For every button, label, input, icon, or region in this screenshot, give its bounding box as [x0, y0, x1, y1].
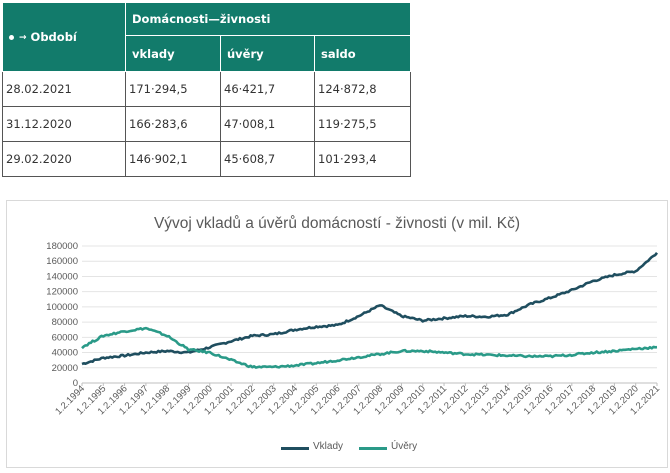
y-tick-label: 80000: [52, 317, 78, 328]
arrow-icon: →: [19, 32, 27, 43]
legend-label-uvery: Úvěry: [391, 441, 418, 452]
period-header-label: Období: [30, 30, 77, 44]
y-tick-label: 60000: [52, 332, 78, 343]
cell-date: 29.02.2020: [2, 141, 126, 177]
series-line-uvery: [81, 326, 658, 369]
cell-saldo: 101·293,4: [313, 141, 412, 177]
cell-saldo: 124·872,8: [313, 71, 412, 107]
y-tick-label: 20000: [52, 363, 78, 374]
legend-swatch-uvery: [359, 447, 387, 450]
table-row: 28.02.2021 171·294,5 46·421,7 124·872,8: [2, 71, 412, 107]
series-line-vklady: [81, 251, 659, 366]
y-tick-label: 40000: [52, 348, 78, 359]
cell-saldo: 119·275,5: [313, 106, 412, 142]
data-table: → Období Domácnosti—živnosti vklady úvěry…: [2, 2, 412, 177]
y-tick-label: 180000: [46, 241, 78, 252]
col-header-saldo: saldo: [313, 35, 412, 72]
chart-title: Vývoj vkladů a úvěrů domácností - živnos…: [153, 215, 521, 232]
cell-uvery: 47·008,1: [220, 106, 315, 142]
cell-vklady: 171·294,5: [125, 71, 221, 107]
cell-uvery: 46·421,7: [220, 71, 315, 107]
legend-label-vklady: Vklady: [313, 441, 344, 452]
cell-vklady: 166·283,6: [125, 106, 221, 142]
y-tick-label: 120000: [46, 287, 78, 298]
cell-date: 28.02.2021: [2, 71, 126, 107]
y-tick-label: 160000: [46, 256, 78, 267]
col-header-uvery: úvěry: [220, 35, 315, 72]
y-tick-label: 100000: [46, 302, 78, 313]
table-row: 31.12.2020 166·283,6 47·008,1 119·275,5: [2, 106, 412, 142]
y-tick-label: 140000: [46, 271, 78, 282]
col-header-vklady: vklady: [125, 35, 221, 72]
y-tick-label: 0: [73, 378, 78, 389]
cell-vklady: 146·902,1: [125, 141, 221, 177]
period-header: → Období: [2, 2, 126, 72]
legend-swatch-vklady: [281, 447, 309, 450]
bullet-icon: [9, 35, 14, 40]
table-row: 29.02.2020 146·902,1 45·608,7 101·293,4: [2, 141, 412, 177]
cell-uvery: 45·608,7: [220, 141, 315, 177]
